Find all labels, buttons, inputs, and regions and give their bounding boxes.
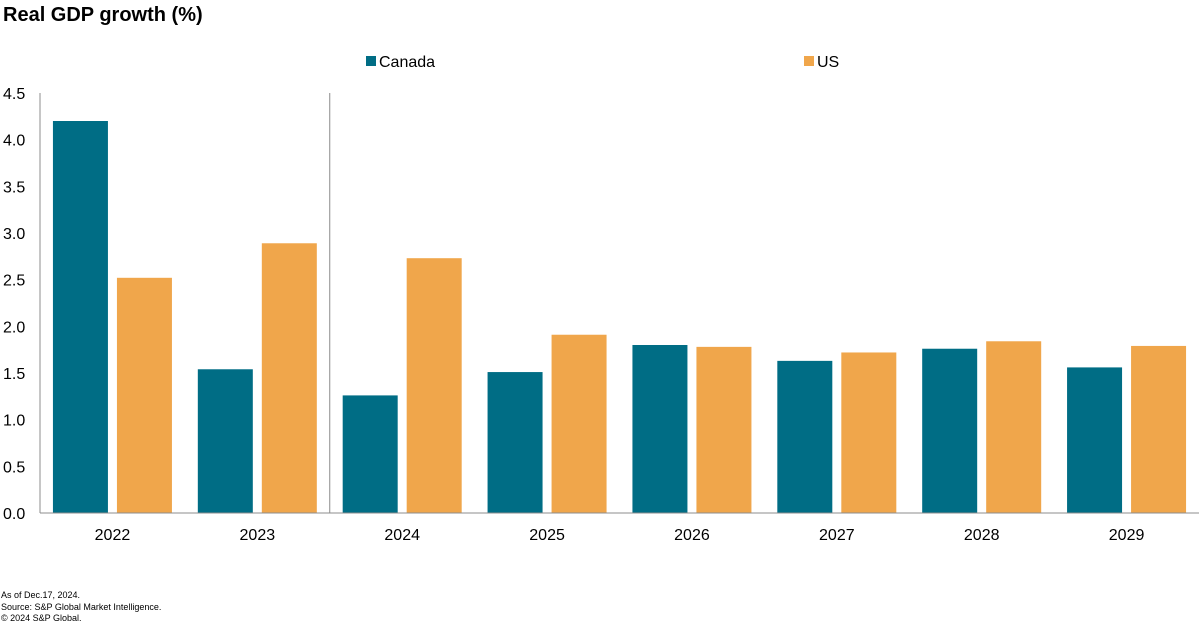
bar-canada-2029 xyxy=(1067,367,1123,513)
y-tick-label: 0.0 xyxy=(3,506,25,523)
x-tick-label: 2029 xyxy=(1109,527,1145,544)
bars xyxy=(52,121,1187,513)
bar-us-2026 xyxy=(696,346,752,513)
bar-us-2023 xyxy=(261,243,317,513)
bar-canada-2024 xyxy=(342,395,398,513)
footer-copyright: © 2024 S&P Global. xyxy=(1,613,82,623)
x-tick-label: 2024 xyxy=(384,527,420,544)
legend-swatch-canada xyxy=(366,56,376,66)
x-tick-label: 2023 xyxy=(240,527,276,544)
chart-title: Real GDP growth (%) xyxy=(3,4,203,26)
footer-source: Source: S&P Global Market Intelligence. xyxy=(1,601,162,612)
y-tick-label: 3.5 xyxy=(3,179,25,196)
y-tick-label: 0.5 xyxy=(3,459,25,476)
legend-label-canada: Canada xyxy=(379,54,435,71)
x-axis: 2022 2023 2024 2025 2026 2027 2028 2029 xyxy=(40,93,1199,544)
bar-canada-2026 xyxy=(632,345,688,513)
footer: As of Dec.17, 2024. Source: S&P Global M… xyxy=(1,590,161,625)
x-tick-label: 2026 xyxy=(674,527,710,544)
footer-as-of: As of Dec.17, 2024. xyxy=(1,590,81,600)
x-tick-label: 2025 xyxy=(529,527,565,544)
bar-us-2024 xyxy=(406,258,462,513)
legend-swatch-us xyxy=(804,56,814,66)
x-tick-label: 2022 xyxy=(95,527,131,544)
y-tick-label: 3.0 xyxy=(3,226,25,243)
y-tick-label: 1.0 xyxy=(3,413,25,430)
bar-canada-2023 xyxy=(197,369,253,513)
bar-canada-2028 xyxy=(922,348,978,513)
bar-canada-2027 xyxy=(777,360,833,513)
x-tick-label: 2027 xyxy=(819,527,855,544)
bar-us-2025 xyxy=(551,334,607,513)
bar-chart: Canada US 0.00.51.01.52.02.53.03.54.04.5 … xyxy=(3,54,1199,544)
bar-us-2022 xyxy=(116,277,172,513)
y-tick-label: 1.5 xyxy=(3,366,25,383)
y-tick-label: 4.0 xyxy=(3,133,25,150)
legend: Canada US xyxy=(366,54,839,71)
x-tick-label: 2028 xyxy=(964,527,1000,544)
y-tick-label: 2.5 xyxy=(3,273,25,290)
bar-us-2029 xyxy=(1131,345,1187,513)
y-tick-label: 4.5 xyxy=(3,86,25,103)
y-tick-label: 2.0 xyxy=(3,319,25,336)
y-axis: 0.0 0.5 1.0 1.5 2.0 2.5 3.0 3.5 4.0 4.5 xyxy=(3,86,41,523)
bar-canada-2025 xyxy=(487,372,543,513)
bar-us-2028 xyxy=(986,341,1042,513)
bar-us-2027 xyxy=(841,352,897,513)
legend-label-us: US xyxy=(817,54,839,71)
bar-canada-2022 xyxy=(52,121,108,513)
